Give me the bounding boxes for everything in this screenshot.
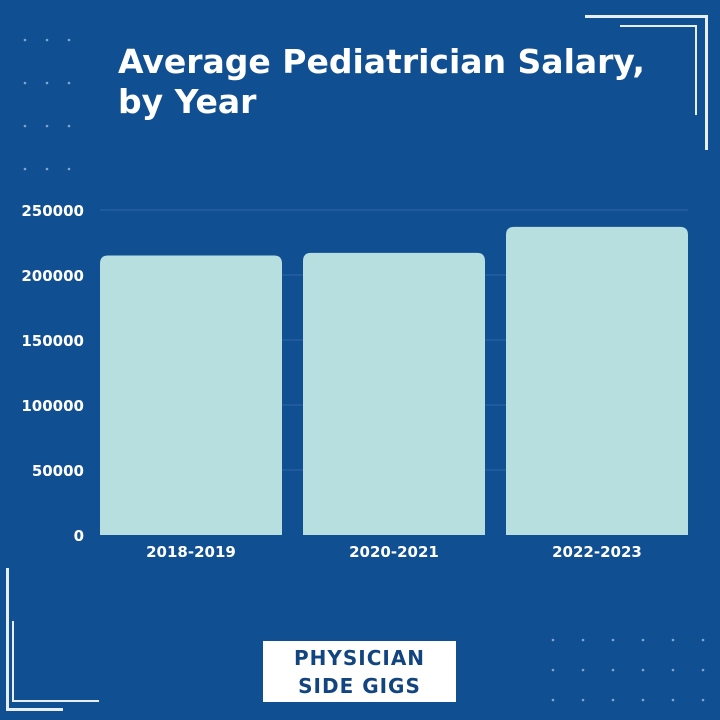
decor-dot <box>45 124 49 128</box>
decor-dot <box>551 638 555 642</box>
x-tick-label: 2018-2019 <box>146 543 236 561</box>
decor-dot <box>67 81 71 85</box>
decor-dot <box>23 81 27 85</box>
bar-2020-2021 <box>303 252 485 535</box>
y-tick-label: 50000 <box>32 462 84 480</box>
decor-dot <box>641 668 645 672</box>
decor-dot <box>671 668 675 672</box>
decor-dot <box>23 38 27 42</box>
decor-dot <box>611 698 615 702</box>
decor-dot <box>23 124 27 128</box>
x-tick-label: 2020-2021 <box>349 543 439 561</box>
decor-dot <box>45 81 49 85</box>
decor-dot <box>581 698 585 702</box>
decor-dot <box>551 668 555 672</box>
decor-dot <box>701 698 705 702</box>
decor-dot <box>45 167 49 171</box>
y-tick-label: 100000 <box>21 397 84 415</box>
logo-line2: SIDE GIGS <box>298 674 421 698</box>
decor-dot <box>701 668 705 672</box>
decor-dot <box>67 167 71 171</box>
decor-dot <box>23 167 27 171</box>
y-tick-label: 200000 <box>21 267 84 285</box>
y-tick-label: 250000 <box>21 202 84 220</box>
logo-line1: PHYSICIAN <box>293 646 426 670</box>
decor-dot <box>641 638 645 642</box>
physician-side-gigs-logo: PHYSICIAN SIDE GIGS <box>263 641 456 702</box>
bar-2022-2023 <box>506 226 688 535</box>
decor-dot <box>67 124 71 128</box>
bar-2018-2019 <box>100 255 282 535</box>
decor-dot <box>611 638 615 642</box>
decor-dot <box>671 698 675 702</box>
x-tick-label: 2022-2023 <box>552 543 642 561</box>
y-tick-label: 150000 <box>21 332 84 350</box>
y-tick-label: 0 <box>74 527 84 545</box>
decor-dot <box>701 638 705 642</box>
decor-dot <box>611 668 615 672</box>
decor-dot <box>581 638 585 642</box>
decor-dot <box>45 38 49 42</box>
decor-dot <box>671 638 675 642</box>
decor-dot <box>641 698 645 702</box>
decor-dot <box>67 38 71 42</box>
decor-dot <box>581 668 585 672</box>
chart-title: Average Pediatrician Salary, by Year <box>118 42 645 121</box>
decor-dot <box>551 698 555 702</box>
